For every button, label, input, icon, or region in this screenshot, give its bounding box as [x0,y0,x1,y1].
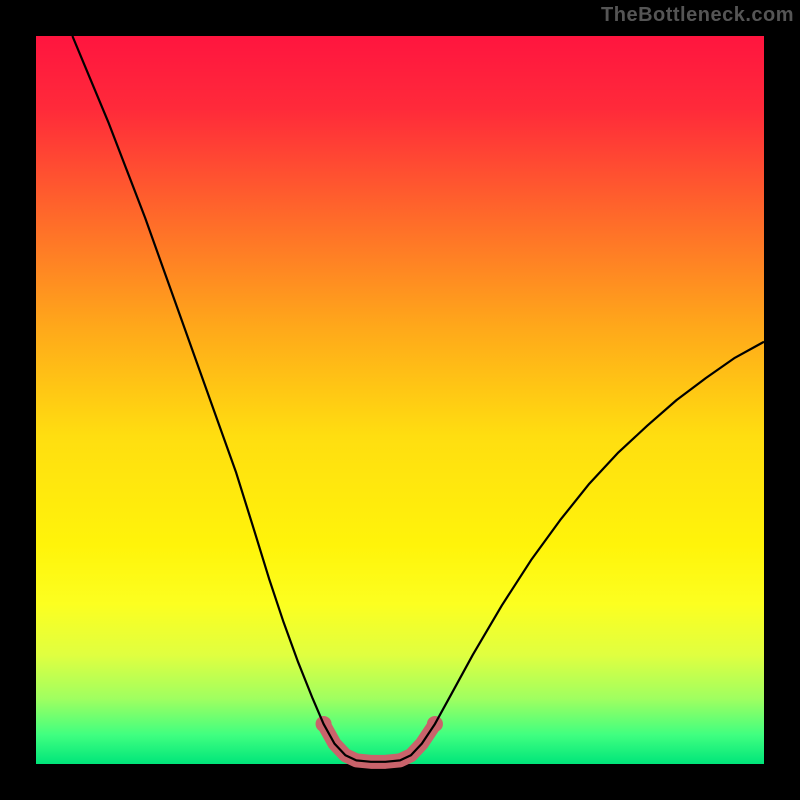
chart-svg [0,0,800,800]
chart-root: TheBottleneck.com [0,0,800,800]
watermark-text: TheBottleneck.com [601,4,794,27]
plot-background [36,36,764,764]
